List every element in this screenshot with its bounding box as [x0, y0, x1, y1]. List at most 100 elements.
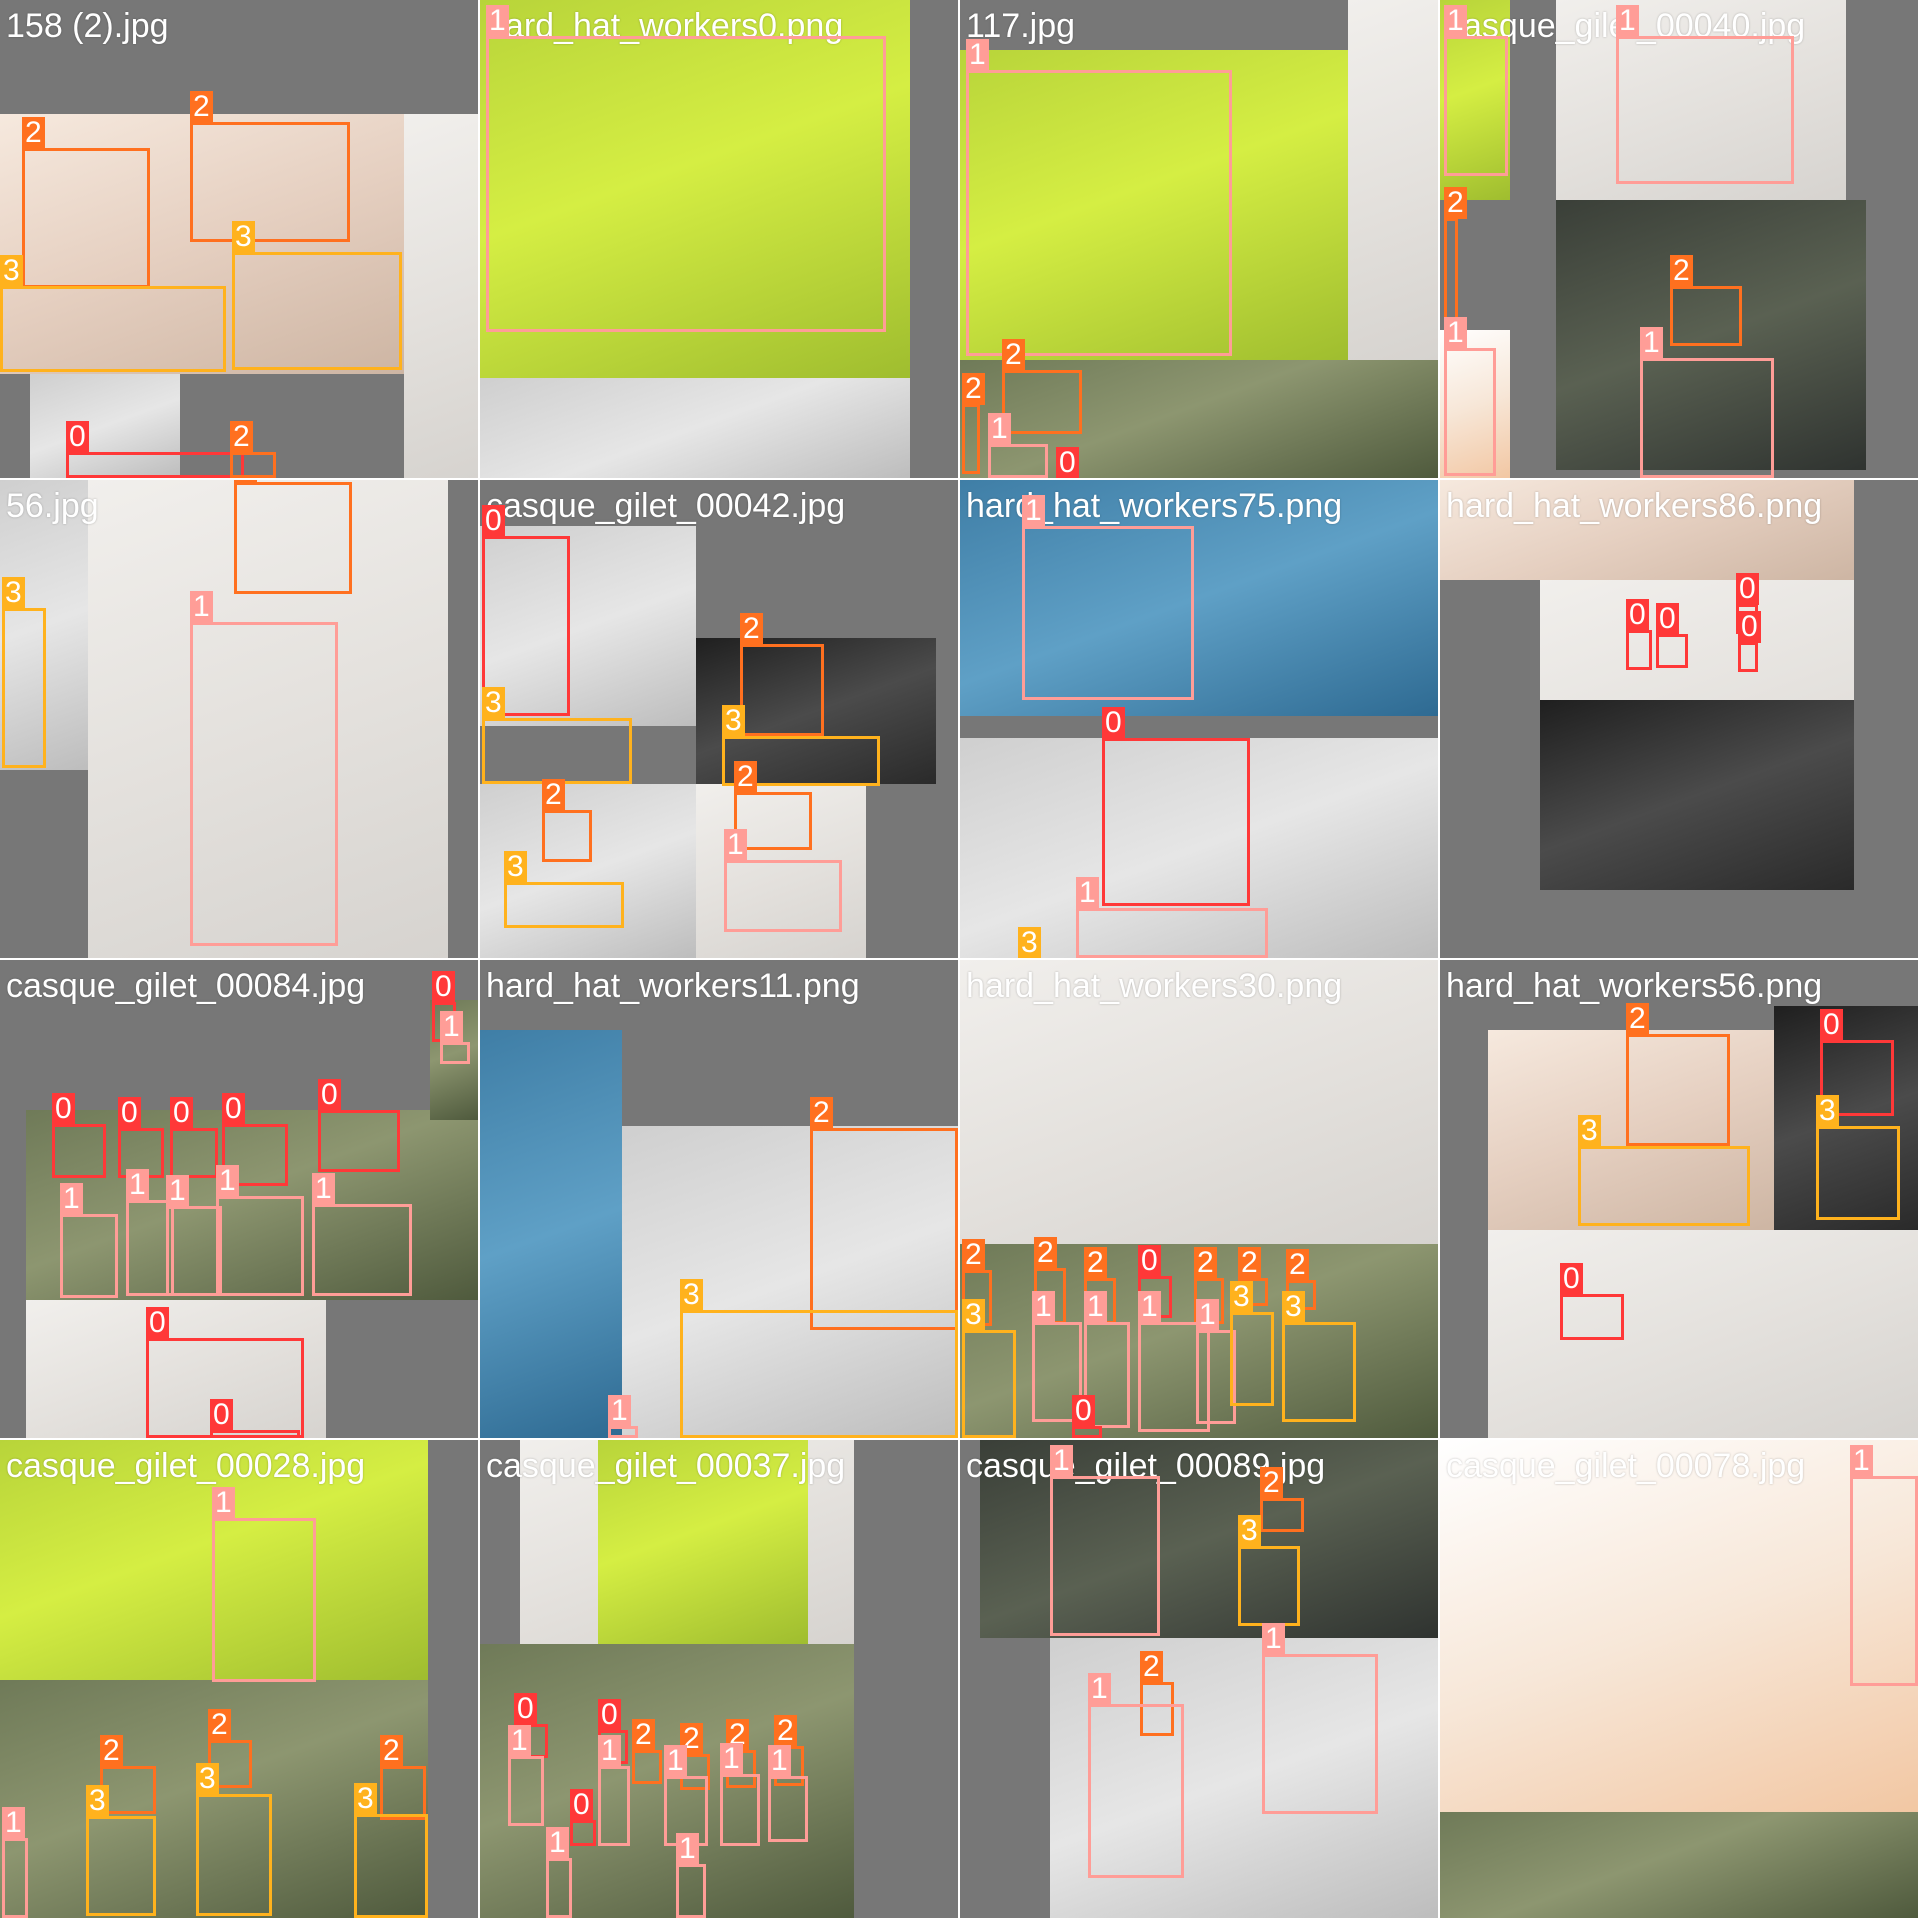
class-label: 3 [482, 687, 505, 719]
bounding-box: 1 [720, 1743, 760, 1846]
bounding-box: 2 [1238, 1247, 1268, 1306]
class-label: 1 [486, 5, 509, 37]
class-label: 2 [810, 1097, 833, 1129]
mosaic-tile: hard_hat_workers30.png 2 3 2 2 0 2 2 2 1… [960, 960, 1438, 1438]
photo [598, 1440, 808, 1644]
class-label: 0 [1738, 611, 1761, 643]
bounding-box: 2 [740, 613, 824, 736]
class-label: 1 [676, 1833, 699, 1865]
bounding-box: 0 [1138, 1245, 1172, 1318]
class-label: 2 [208, 1709, 231, 1741]
bounding-box: 1 [440, 1011, 470, 1064]
bounding-box: 3 [2, 577, 46, 768]
class-label: 1 [508, 1725, 531, 1757]
class-label: 2 [1670, 255, 1693, 287]
class-label: 1 [126, 1169, 149, 1201]
bounding-box: 1 [1084, 1291, 1130, 1428]
photo [480, 378, 910, 478]
class-label: 2 [1238, 1247, 1261, 1279]
class-label: 2 [1034, 1237, 1057, 1269]
class-label: 1 [724, 829, 747, 861]
bounding-box: 1 [676, 1833, 706, 1918]
class-label: 2 [1260, 1467, 1283, 1499]
bounding-box: 2 [234, 480, 352, 594]
bounding-box: 1 [508, 1725, 544, 1826]
class-label: 0 [210, 1399, 233, 1431]
bounding-box: 1 [1196, 1299, 1236, 1424]
class-label: 2 [542, 779, 565, 811]
class-label: 2 [632, 1719, 655, 1751]
photo [26, 1300, 326, 1438]
class-label: 0 [1820, 1009, 1843, 1041]
bounding-box: 0 [1072, 1395, 1102, 1438]
class-label: 1 [1616, 5, 1639, 37]
class-label: 2 [1286, 1249, 1309, 1281]
bounding-box: 0 [222, 1093, 288, 1186]
bounding-box: 3 [722, 705, 880, 786]
class-label: 1 [608, 1395, 631, 1427]
mosaic-tile: casque_gilet_00084.jpg 0 1 0 0 0 0 0 1 1… [0, 960, 478, 1438]
bounding-box: 0 [170, 1097, 218, 1178]
class-label: 0 [1138, 1245, 1161, 1277]
bounding-box: 2 [962, 373, 985, 474]
class-label: 1 [1850, 1445, 1873, 1477]
tile-filename: casque_gilet_00028.jpg [6, 1447, 366, 1485]
class-label: 3 [196, 1763, 219, 1795]
bounding-box: 0 [1102, 707, 1250, 906]
bounding-box: 1 [546, 1827, 572, 1918]
mosaic-tile: hard_hat_workers56.png 2 0 3 3 0 [1440, 960, 1918, 1438]
class-label: 0 [222, 1093, 245, 1125]
photo [404, 114, 478, 478]
class-label: 0 [598, 1699, 621, 1731]
class-label: 1 [60, 1183, 83, 1215]
mosaic-tile: casque_gilet_00089.jpg 1 2 3 2 1 1 [960, 1440, 1438, 1918]
photo [1540, 700, 1854, 890]
tile-filename: casque_gilet_00078.jpg [1446, 1447, 1806, 1485]
bounding-box: 1 [966, 39, 1232, 356]
mosaic-tile: casque_gilet_00078.jpg 1 [1440, 1440, 1918, 1918]
bounding-box: 3 [1282, 1291, 1356, 1422]
class-label: 1 [988, 413, 1011, 445]
mosaic-tile: hard_hat_workers0.png 1 [480, 0, 958, 478]
class-label: 0 [432, 971, 455, 1003]
class-label: 1 [1138, 1291, 1161, 1323]
photo [88, 480, 448, 958]
class-label: 2 [190, 91, 213, 123]
bounding-box: 2 [1002, 339, 1082, 434]
class-label: 1 [720, 1743, 743, 1775]
class-label: 1 [1084, 1291, 1107, 1323]
bounding-box: 2 [380, 1735, 426, 1820]
tile-filename: 56.jpg [6, 487, 99, 525]
bounding-box: 0 [210, 1399, 300, 1438]
class-label: 1 [598, 1735, 621, 1767]
photo [1774, 1006, 1918, 1230]
mosaic-tile: 56.jpg 2 3 1 [0, 480, 478, 958]
mosaic-tile: casque_gilet_00028.jpg 1 2 2 2 3 3 3 1 [0, 1440, 478, 1918]
bounding-box: 2 [632, 1719, 662, 1784]
bounding-box: 1 [1616, 5, 1794, 184]
class-label: 2 [1140, 1651, 1163, 1683]
class-label: 2 [22, 117, 45, 149]
bounding-box: 1 [1850, 1445, 1918, 1686]
class-label: 2 [734, 761, 757, 793]
bounding-box: 1 [988, 413, 1048, 478]
class-label: 1 [440, 1011, 463, 1043]
bounding-box: 1 [1022, 495, 1194, 700]
bounding-box: 3 [482, 687, 632, 784]
class-label: 3 [1282, 1291, 1305, 1323]
class-label: 3 [1018, 927, 1041, 958]
class-label: 1 [1032, 1291, 1055, 1323]
mosaic-tile: 158 (2).jpg 2 2 3 3 0 2 [0, 0, 478, 478]
class-label: 1 [216, 1165, 239, 1197]
class-label: 0 [52, 1093, 75, 1125]
bounding-box: 1 [1032, 1291, 1082, 1422]
bounding-box: 1 [1444, 317, 1496, 476]
class-label: 2 [1444, 187, 1467, 219]
bounding-box: 2 [190, 91, 350, 242]
class-label: 1 [1050, 1445, 1073, 1477]
photo [1556, 0, 1846, 200]
bounding-box: 1 [724, 829, 842, 932]
bounding-box: 0 [1820, 1009, 1894, 1116]
tile-filename: hard_hat_workers30.png [966, 967, 1343, 1005]
photo [1050, 1638, 1438, 1918]
